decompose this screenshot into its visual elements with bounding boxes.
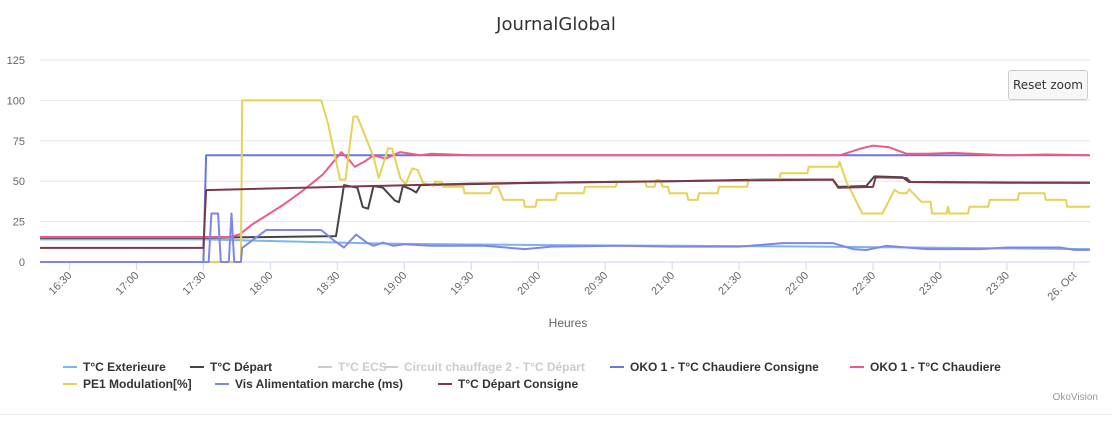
x-tick-label: 20:00 — [515, 270, 543, 298]
x-tick-label: 17:30 — [181, 270, 209, 298]
legend-item-depart[interactable]: T°C Départ — [190, 360, 272, 374]
x-tick-label: 17:00 — [114, 270, 142, 298]
legend-symbol — [63, 366, 77, 368]
x-axis-title: Heures — [549, 316, 588, 330]
y-tick-label: 25 — [13, 217, 25, 229]
y-tick-label: 125 — [7, 55, 25, 67]
legend-symbol — [318, 366, 332, 368]
x-axis: 16:30 17:00 17:30 18:00 18:30 19:00 19:30 20:00… — [47, 262, 1079, 303]
x-tick-label: 21:00 — [649, 270, 677, 298]
x-tick-label: 16:30 — [47, 270, 75, 298]
series-line-7[interactable] — [40, 212, 1090, 263]
legend-symbol — [190, 366, 204, 368]
x-tick-label: 18:30 — [314, 270, 342, 298]
y-tick-label: 100 — [7, 95, 25, 107]
legend-label: OKO 1 - T°C Chaudiere Consigne — [630, 360, 819, 374]
credits-link[interactable]: OkoVision — [1052, 392, 1098, 403]
legend-label: Circuit chauffage 2 - T°C Départ — [404, 360, 585, 374]
grid-lines — [40, 59, 1090, 263]
legend-item-chaudiere-consigne[interactable]: OKO 1 - T°C Chaudiere Consigne — [610, 360, 819, 374]
y-tick-label: 75 — [13, 136, 25, 148]
legend-item-depart-consigne[interactable]: T°C Départ Consigne — [438, 377, 578, 391]
legend-label: T°C Exterieure — [83, 360, 166, 374]
y-tick-label: 0 — [19, 257, 25, 269]
legend-label: OKO 1 - T°C Chaudiere — [870, 360, 1001, 374]
x-tick-label: 26. Oct — [1045, 270, 1079, 304]
series-line-0[interactable] — [40, 238, 1091, 251]
x-tick-label: 23:30 — [984, 270, 1012, 298]
legend-symbol — [215, 383, 229, 385]
legend-symbol — [384, 366, 398, 368]
legend-item-vis-alimentation[interactable]: Vis Alimentation marche (ms) — [215, 377, 403, 391]
legend-label: T°C ECS — [338, 360, 387, 374]
series-group — [40, 99, 1091, 263]
divider — [0, 414, 1112, 415]
x-tick-label: 18:00 — [248, 270, 276, 298]
legend-label: T°C Départ Consigne — [458, 377, 579, 391]
legend-item-chaudiere[interactable]: OKO 1 - T°C Chaudiere — [850, 360, 1001, 374]
legend-symbol — [850, 366, 864, 368]
series-line-8[interactable] — [40, 176, 1091, 249]
legend-item-ecs[interactable]: T°C ECS — [318, 360, 387, 374]
legend-symbol — [63, 383, 77, 385]
legend-label: T°C Départ — [210, 360, 273, 374]
x-tick-label: 22:00 — [783, 270, 811, 298]
x-tick-label: 23:00 — [917, 270, 945, 298]
chart-title: JournalGlobal — [496, 14, 616, 35]
legend-label: PE1 Modulation[%] — [83, 377, 192, 391]
reset-zoom-button[interactable]: Reset zoom — [1008, 70, 1088, 100]
x-tick-label: 19:00 — [381, 270, 409, 298]
x-tick-label: 22:30 — [850, 270, 878, 298]
x-tick-label: 21:30 — [716, 270, 744, 298]
legend-item-modulation[interactable]: PE1 Modulation[%] — [63, 377, 192, 391]
y-tick-label: 50 — [13, 176, 25, 188]
x-tick-label: 19:30 — [448, 270, 476, 298]
series-line-5[interactable] — [40, 144, 1091, 238]
legend-symbol — [610, 366, 624, 368]
legend-symbol — [438, 383, 452, 385]
legend-item-circuit-chauffage-2[interactable]: Circuit chauffage 2 - T°C Départ — [384, 360, 585, 374]
x-tick-label: 20:30 — [582, 270, 610, 298]
legend-label: Vis Alimentation marche (ms) — [235, 377, 404, 391]
series-line-1[interactable] — [40, 175, 1090, 239]
legend-item-exterieure[interactable]: T°C Exterieure — [63, 360, 166, 374]
y-axis-labels: 0 25 50 75 100 125 — [7, 55, 25, 269]
